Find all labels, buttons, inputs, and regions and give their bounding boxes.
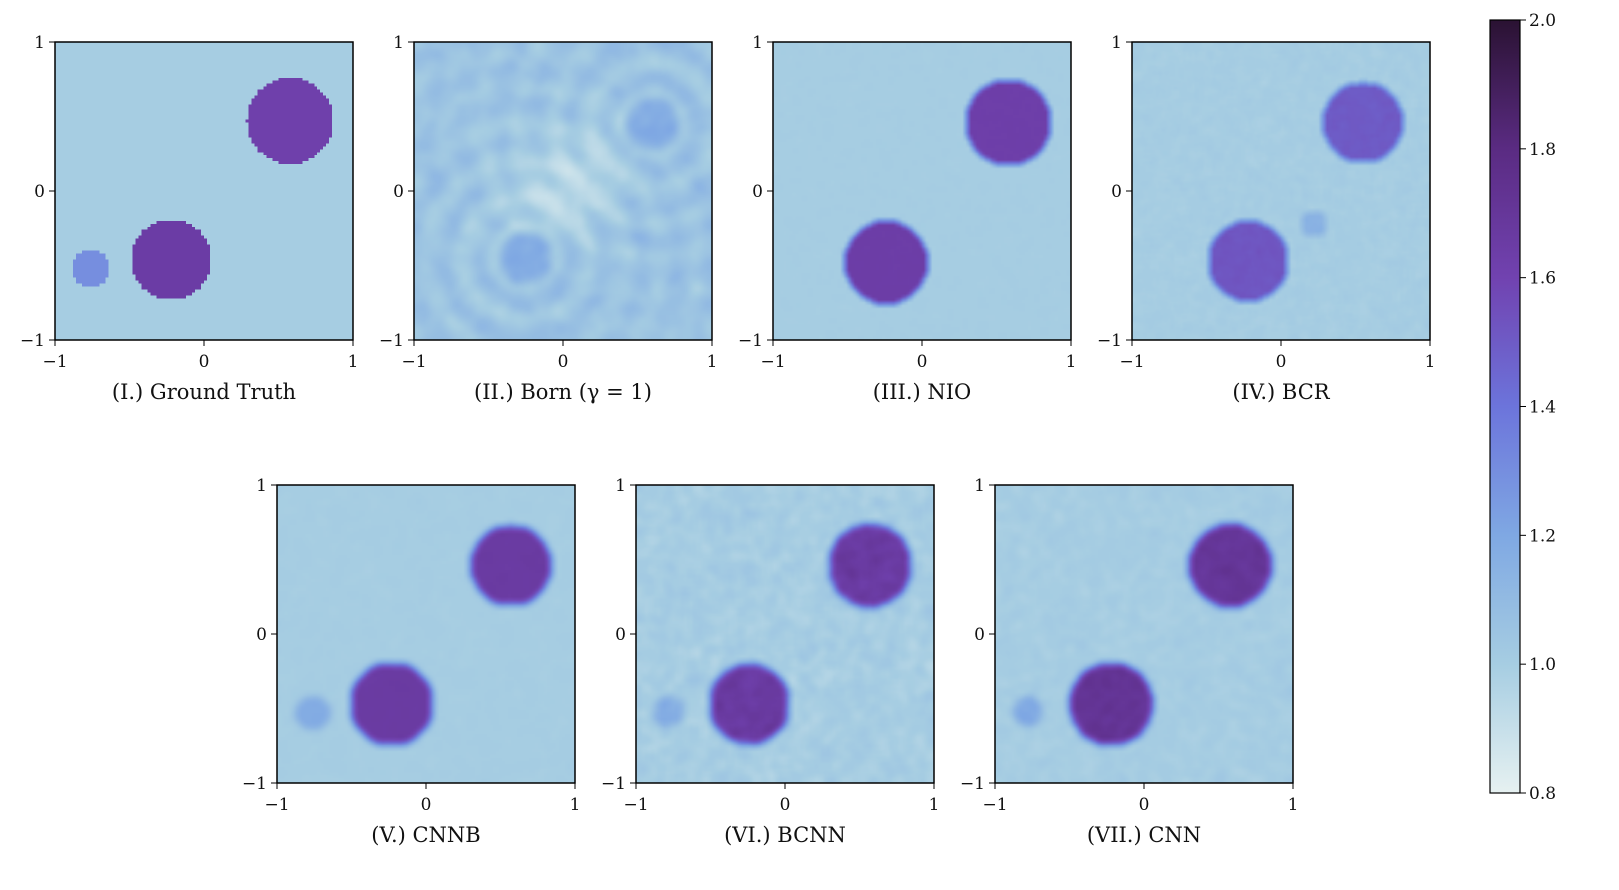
y-tick-label: 1: [974, 476, 985, 496]
y-tick-label: −1: [379, 331, 404, 351]
x-tick-label: 0: [1139, 795, 1150, 815]
y-tick-label: 0: [752, 182, 763, 202]
panel-VII: −1 0 1 1 0 −1 (VII.) CNN: [960, 476, 1298, 847]
y-tick-label: 0: [615, 625, 626, 645]
panel-caption: (V.) CNNB: [371, 823, 480, 847]
panel-caption: (III.) NIO: [873, 380, 972, 404]
panel-caption: (VI.) BCNN: [724, 823, 846, 847]
heatmap-image: [414, 42, 712, 340]
panel-IV: −1 0 1 1 0 −1 (IV.) BCR: [1097, 33, 1435, 404]
panel-caption: (I.) Ground Truth: [112, 380, 296, 404]
x-tick-label: −1: [401, 352, 426, 372]
x-tick-label: 1: [348, 352, 359, 372]
y-tick-label: −1: [960, 774, 985, 794]
x-tick-label: 1: [1288, 795, 1299, 815]
y-tick-label: 1: [1111, 33, 1122, 53]
heatmap-image: [773, 42, 1071, 340]
panel-III: −1 0 1 1 0 −1 (III.) NIO: [738, 33, 1076, 404]
panel-I: −1 0 1 1 0 −1 (I.) Ground Truth: [20, 33, 358, 404]
colorbar-gradient: [1489, 19, 1521, 794]
panel-II: −1 0 1 1 0 −1 (II.) Born (γ = 1): [379, 33, 717, 404]
colorbar: 0.8 1.0 1.2 1.4 1.6 1.8 2.0: [1489, 11, 1556, 804]
colorbar-tick-label: 1.2: [1529, 526, 1556, 546]
colorbar-tick-label: 2.0: [1529, 11, 1556, 31]
x-tick-label: 0: [780, 795, 791, 815]
panels: −1 0 1 1 0 −1 (I.) Ground Truth −1 0 1 1 0 −1 (II.) B…: [20, 33, 1435, 847]
x-tick-label: 0: [199, 352, 210, 372]
y-tick-label: 1: [393, 33, 404, 53]
x-tick-label: 0: [558, 352, 569, 372]
y-tick-label: −1: [738, 331, 763, 351]
x-tick-label: −1: [264, 795, 289, 815]
panel-VI: −1 0 1 1 0 −1 (VI.) BCNN: [601, 476, 939, 847]
heatmap-image: [636, 485, 934, 783]
x-tick-label: 1: [707, 352, 718, 372]
x-tick-label: 0: [1276, 352, 1287, 372]
y-tick-label: −1: [20, 331, 45, 351]
y-tick-label: 1: [752, 33, 763, 53]
panel-caption: (VII.) CNN: [1087, 823, 1201, 847]
x-tick-label: 1: [570, 795, 581, 815]
x-tick-label: 1: [1425, 352, 1436, 372]
x-tick-label: −1: [760, 352, 785, 372]
colorbar-tick-label: 1.0: [1529, 655, 1556, 675]
heatmap-image: [995, 485, 1293, 783]
y-tick-label: −1: [601, 774, 626, 794]
heatmap-image: [1132, 42, 1430, 340]
y-tick-label: 0: [256, 625, 267, 645]
y-tick-label: 1: [615, 476, 626, 496]
x-tick-label: −1: [1119, 352, 1144, 372]
panel-caption: (IV.) BCR: [1232, 380, 1330, 404]
x-tick-label: −1: [623, 795, 648, 815]
y-tick-label: 0: [34, 182, 45, 202]
x-tick-label: 0: [917, 352, 928, 372]
y-tick-label: 0: [1111, 182, 1122, 202]
heatmap-image: [277, 485, 575, 783]
colorbar-tick-label: 1.8: [1529, 140, 1556, 160]
y-tick-label: 1: [256, 476, 267, 496]
colorbar-tick-label: 1.6: [1529, 269, 1556, 289]
x-tick-label: 1: [929, 795, 940, 815]
y-tick-label: −1: [1097, 331, 1122, 351]
panel-V: −1 0 1 1 0 −1 (V.) CNNB: [242, 476, 580, 847]
x-tick-label: 1: [1066, 352, 1077, 372]
y-tick-label: −1: [242, 774, 267, 794]
x-tick-label: 0: [421, 795, 432, 815]
y-tick-label: 0: [393, 182, 404, 202]
colorbar-tick-label: 0.8: [1529, 784, 1556, 804]
y-tick-label: 0: [974, 625, 985, 645]
colorbar-tick-label: 1.4: [1529, 398, 1556, 418]
panel-caption: (II.) Born (γ = 1): [474, 380, 652, 404]
heatmap-image: [55, 42, 353, 340]
y-tick-label: 1: [34, 33, 45, 53]
x-tick-label: −1: [982, 795, 1007, 815]
x-tick-label: −1: [42, 352, 67, 372]
